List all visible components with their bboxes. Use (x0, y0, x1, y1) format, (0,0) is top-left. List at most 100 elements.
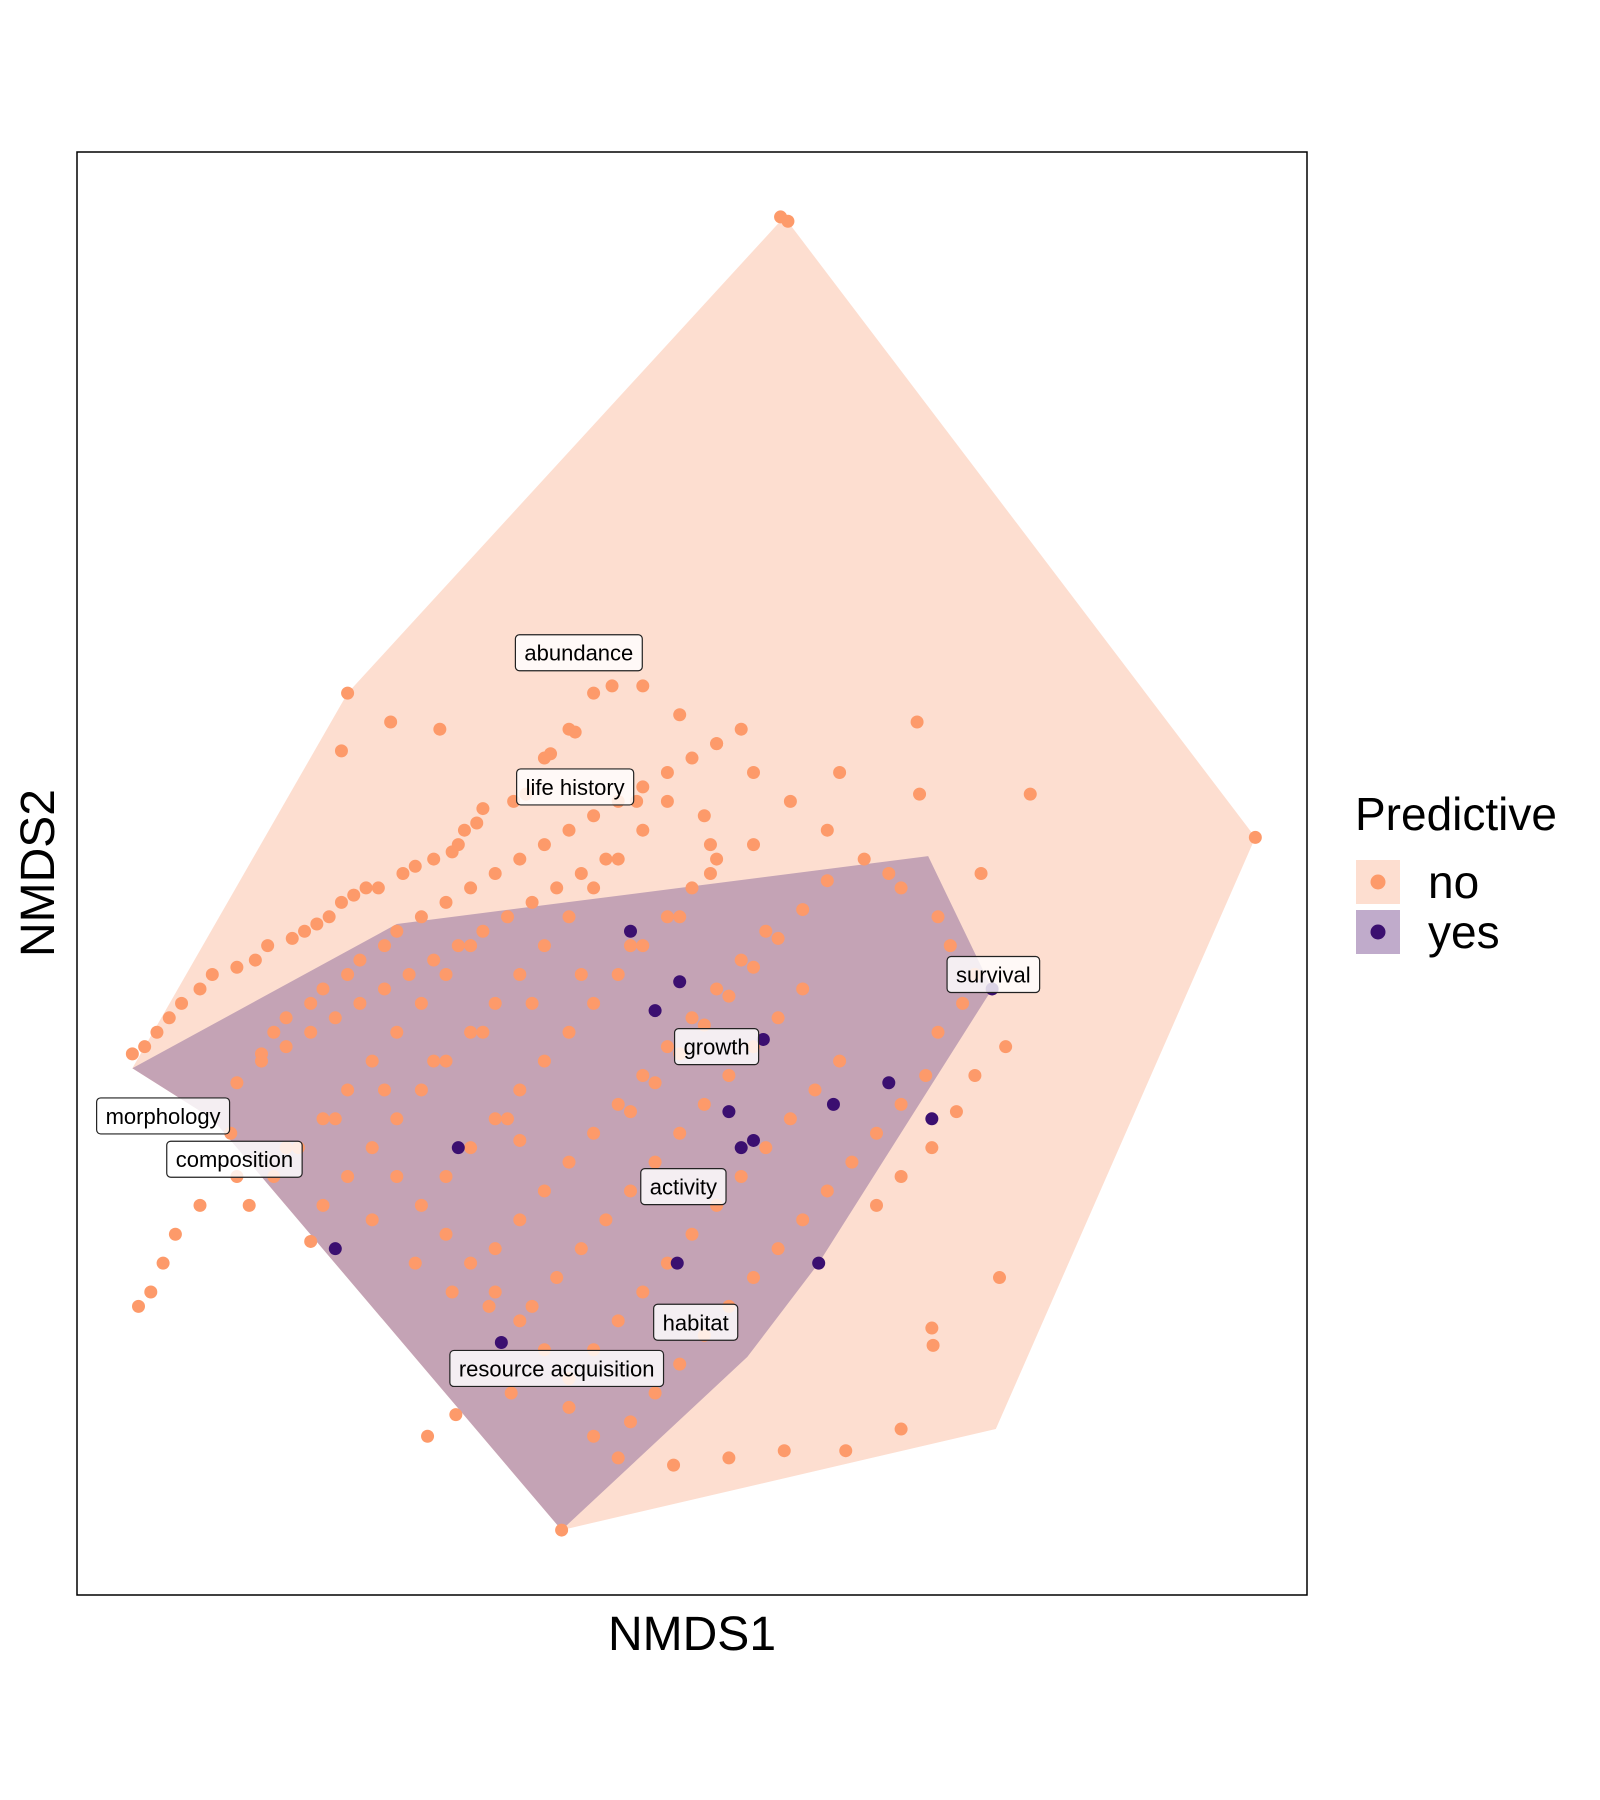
point-no (734, 953, 748, 967)
point-yes (670, 1256, 684, 1270)
point-no (365, 1054, 379, 1068)
point-yes (494, 1335, 508, 1349)
point-no (488, 1285, 502, 1299)
point-no (919, 1069, 933, 1083)
series-yes (328, 924, 999, 1349)
label-text: resource acquisition (459, 1356, 655, 1381)
point-no (150, 1025, 164, 1039)
label-composition: composition (166, 1140, 303, 1178)
point-no (175, 996, 189, 1010)
point-no (667, 1458, 681, 1472)
point-no (910, 715, 924, 729)
point-no (636, 939, 650, 953)
point-no (624, 1105, 637, 1119)
point-no (1248, 830, 1262, 844)
point-no (464, 1256, 478, 1270)
point-no (771, 1011, 785, 1025)
point-no (513, 1083, 527, 1097)
legend-key-point (1370, 874, 1386, 890)
point-no (488, 867, 502, 880)
point-no (839, 1444, 853, 1458)
y-axis-title: NMDS2 (12, 789, 65, 957)
point-no (501, 910, 514, 924)
point-no (316, 1198, 330, 1212)
point-no (125, 1047, 139, 1061)
point-no (882, 867, 896, 880)
point-no (734, 1170, 748, 1184)
point-no (722, 1451, 736, 1465)
point-no (390, 1025, 404, 1039)
point-no (353, 996, 367, 1010)
point-no (562, 910, 576, 924)
point-no (697, 809, 711, 823)
point-no (587, 1429, 601, 1443)
point-no (555, 1523, 569, 1537)
point-yes (812, 1256, 826, 1270)
label-box (673, 1028, 760, 1066)
label-abundance: abundance (514, 634, 643, 672)
point-no (550, 1271, 564, 1285)
point-no (648, 1386, 662, 1400)
point-no (562, 1400, 576, 1414)
point-no (771, 1242, 785, 1256)
point-yes (826, 1097, 840, 1111)
label-text: morphology (106, 1104, 221, 1129)
point-no (513, 1213, 527, 1227)
point-no (894, 1097, 908, 1111)
point-no (156, 1256, 170, 1270)
point-no (132, 1299, 145, 1313)
point-no (925, 1321, 939, 1335)
point-no (414, 910, 428, 924)
label-text: life history (526, 775, 625, 800)
point-no (703, 838, 717, 852)
point-no (587, 809, 601, 823)
point-no (931, 910, 945, 924)
point-no (193, 1198, 207, 1212)
point-no (525, 996, 539, 1010)
label-box (946, 955, 1041, 994)
point-no (390, 1112, 404, 1126)
point-no (322, 910, 336, 924)
point-no (414, 1198, 428, 1212)
point-no (783, 794, 797, 808)
point-no (537, 1054, 551, 1068)
point-no (759, 1141, 773, 1155)
point-no (310, 917, 324, 931)
point-no (870, 1198, 883, 1212)
point-no (451, 939, 465, 953)
point-no (660, 1040, 674, 1054)
point-no (488, 996, 502, 1010)
point-no (599, 852, 613, 866)
point-no (427, 953, 441, 967)
point-no (722, 1069, 736, 1083)
point-no (316, 982, 330, 996)
point-no (162, 1011, 176, 1025)
label-box (516, 768, 635, 806)
point-yes (734, 1141, 748, 1155)
point-no (624, 1184, 637, 1198)
point-no (857, 852, 871, 866)
point-yes (624, 924, 637, 938)
point-no (894, 1422, 908, 1436)
point-yes (328, 1242, 342, 1256)
label-box (96, 1097, 231, 1135)
point-no (439, 1170, 453, 1184)
point-no (783, 1112, 797, 1126)
point-no (574, 1242, 588, 1256)
point-no (636, 679, 650, 693)
point-no (587, 686, 601, 700)
legend-label: yes (1428, 906, 1500, 958)
point-no (796, 982, 810, 996)
point-no (421, 1429, 435, 1443)
point-no (230, 960, 244, 974)
hulls-layer (132, 216, 1256, 1531)
point-no (205, 968, 219, 982)
point-no (261, 939, 275, 953)
point-no (833, 765, 847, 779)
point-no (464, 881, 478, 895)
legend-title: Predictive (1355, 788, 1557, 840)
point-no (279, 1011, 293, 1025)
point-no (230, 1076, 244, 1090)
point-no (378, 939, 391, 953)
